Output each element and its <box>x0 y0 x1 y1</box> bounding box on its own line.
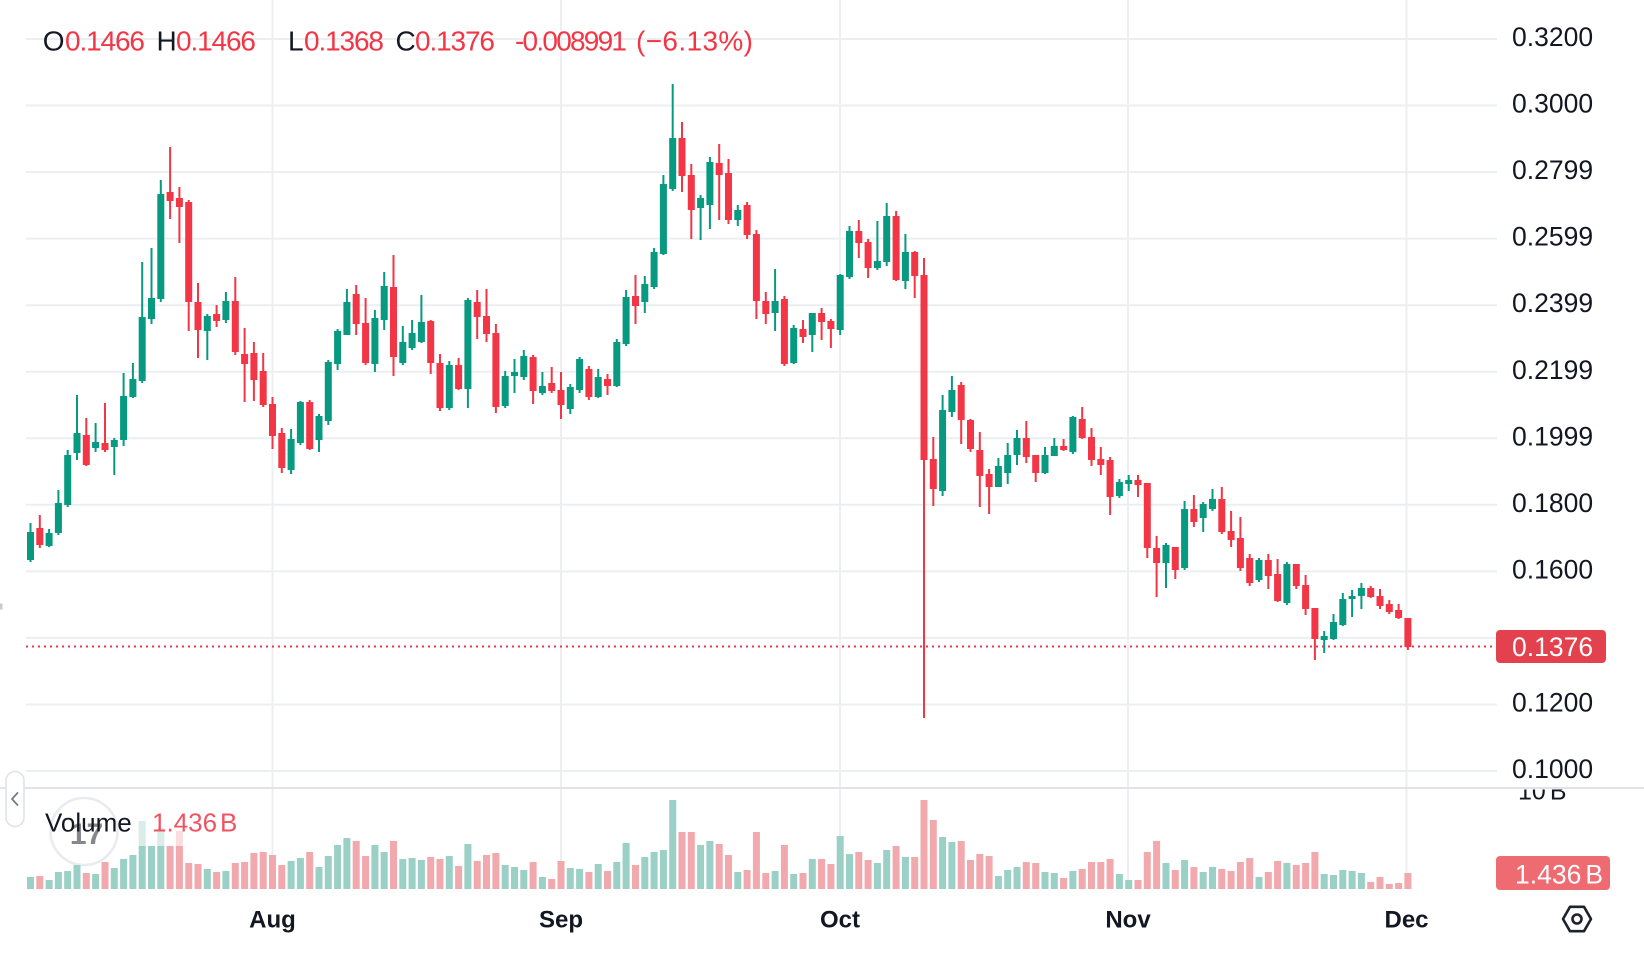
svg-text:0.1000: 0.1000 <box>1512 754 1593 784</box>
svg-text:Nov: Nov <box>1105 907 1151 934</box>
svg-text:10B: 10 B <box>1518 778 1567 806</box>
svg-text:0.1800: 0.1800 <box>1512 488 1593 518</box>
svg-text:0.2399: 0.2399 <box>1512 288 1593 318</box>
svg-text:0.1200: 0.1200 <box>1512 688 1593 718</box>
svg-text:0.2599: 0.2599 <box>1512 222 1593 252</box>
svg-text:Oct: Oct <box>820 907 860 934</box>
svg-text:0.1600: 0.1600 <box>1512 554 1593 584</box>
svg-text:Dec: Dec <box>1384 907 1428 934</box>
svg-text:17: 17 <box>70 818 103 851</box>
svg-text:Sep: Sep <box>539 907 583 934</box>
svg-text:Aug: Aug <box>249 907 296 934</box>
svg-text:0.3000: 0.3000 <box>1512 89 1593 119</box>
svg-text:0.1376: 0.1376 <box>1512 632 1593 662</box>
svg-text:0.2199: 0.2199 <box>1512 355 1593 385</box>
svg-text:0.3200: 0.3200 <box>1512 22 1593 52</box>
svg-text:0.1999: 0.1999 <box>1512 421 1593 451</box>
svg-text:0.2799: 0.2799 <box>1512 155 1593 185</box>
